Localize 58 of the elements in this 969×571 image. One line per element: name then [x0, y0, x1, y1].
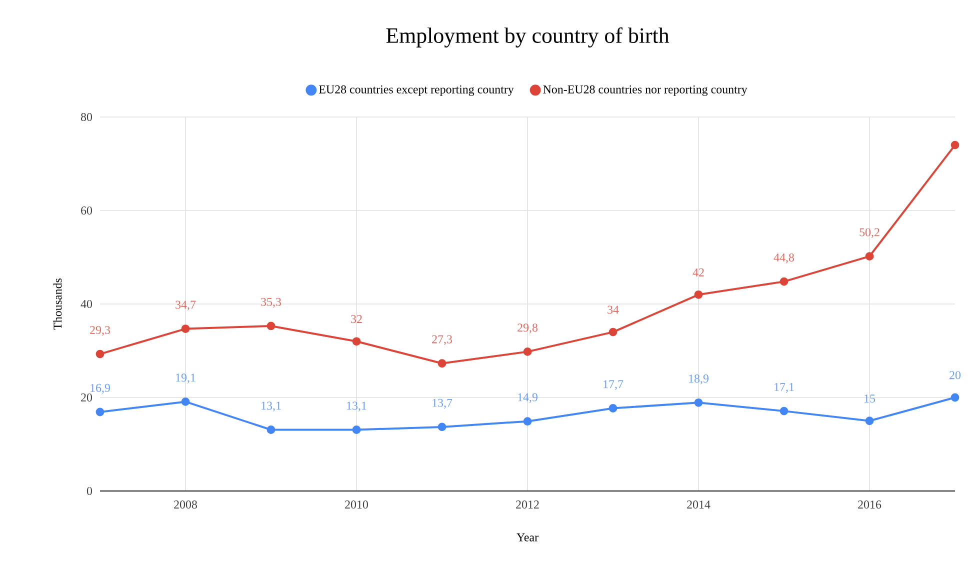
y-tick-label: 40: [80, 300, 92, 308]
data-label: 35,3: [261, 298, 281, 308]
point: [523, 417, 532, 426]
point: [266, 426, 276, 434]
data-label: 19,1: [176, 374, 196, 384]
point: [181, 398, 190, 406]
point: [694, 398, 703, 407]
data-label: 29,8: [518, 324, 538, 334]
data-label: 32: [351, 315, 362, 324]
data-label: 34: [608, 306, 619, 314]
y-tick-label: 20: [81, 393, 92, 402]
data-label: 42: [692, 268, 704, 276]
x-tick-label: 2008: [174, 500, 197, 509]
chart-title: Employment by country of birth: [386, 27, 670, 48]
data-label: 20: [950, 371, 961, 380]
point: [181, 324, 190, 333]
point: [780, 406, 788, 416]
data-label: 34,7: [176, 300, 196, 310]
y-tick-label: 0: [86, 486, 92, 496]
data-label: 18,9: [689, 374, 708, 384]
data-label: 29,3: [90, 326, 110, 336]
point: [96, 350, 104, 358]
point: [266, 322, 276, 330]
point: [950, 140, 960, 150]
data-label: 13,1: [347, 402, 366, 412]
x-tick-label: 2016: [858, 500, 882, 509]
data-label: 14,9: [518, 393, 538, 404]
data-label: 16,9: [90, 384, 110, 394]
y-tick-label: 80: [80, 112, 92, 122]
point: [694, 290, 703, 299]
point: [438, 422, 446, 432]
y-tick-label: 60: [81, 206, 92, 215]
x-tick-label: 2012: [516, 500, 539, 509]
x-tick-label: 2010: [345, 500, 368, 509]
point: [352, 337, 361, 346]
point: [780, 277, 788, 286]
x-tick-label: 2014: [687, 500, 710, 509]
x-axis-title: Year: [516, 533, 538, 542]
y-axis-title: Thousands: [53, 278, 62, 330]
legend-label: EU28 countries except reporting country: [318, 85, 514, 96]
data-label: 50,2: [860, 228, 880, 238]
legend-label: Non-EU28 countries nor reporting country: [543, 85, 748, 96]
data-label: 44,8: [774, 253, 794, 264]
point: [96, 408, 104, 416]
data-label: 17,7: [604, 380, 624, 390]
point: [352, 426, 361, 434]
point: [950, 393, 960, 402]
point: [608, 328, 618, 336]
point: [865, 252, 874, 261]
data-label: 15: [864, 394, 876, 403]
data-label: 13,1: [262, 402, 281, 412]
point: [523, 347, 532, 356]
data-label: 17,1: [774, 383, 794, 393]
point: [608, 404, 618, 412]
data-label: 13,7: [432, 398, 452, 409]
data-label: 27,3: [432, 335, 452, 346]
point: [438, 359, 446, 368]
point: [865, 416, 874, 426]
